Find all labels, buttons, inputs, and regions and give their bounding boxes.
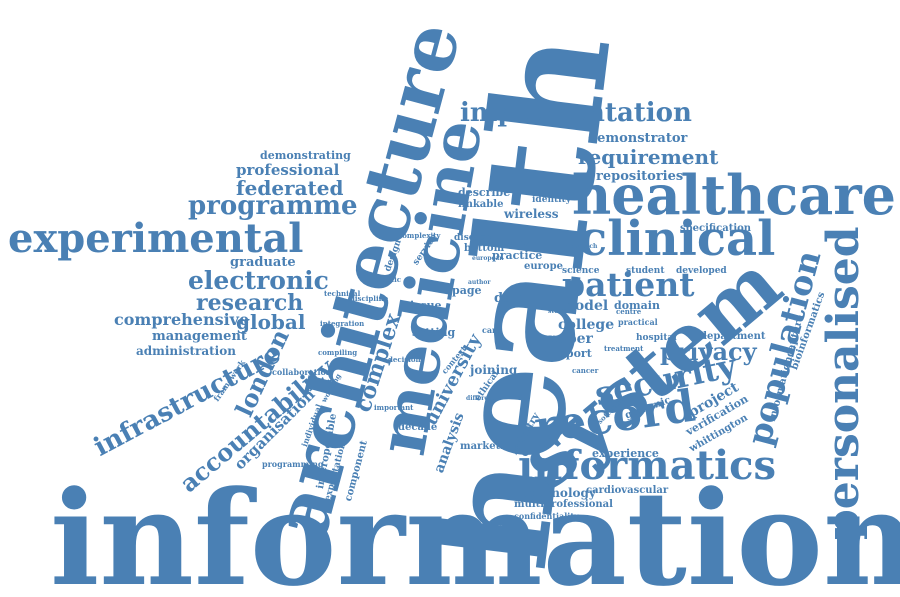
word-diversity: diversity (500, 241, 529, 247)
word-developed: developed (676, 267, 727, 276)
word-professional: professional (236, 163, 339, 178)
word-global: global (236, 312, 305, 332)
word-wireless: wireless (504, 208, 559, 220)
word-data: data (494, 292, 526, 305)
word-approach: approach (566, 244, 597, 250)
word-issue: issue (410, 300, 442, 311)
word-decision: decision (388, 356, 421, 363)
word-federated: federated (236, 178, 343, 198)
word-identity: identity (532, 196, 571, 205)
word-experience: experience (592, 448, 659, 459)
word-student: student (626, 267, 665, 276)
word-repositories: repositories (596, 170, 683, 183)
word-study: study (548, 309, 566, 315)
word-confidentiality: confidentiality (514, 512, 579, 520)
word-describe: describe (458, 187, 510, 198)
word-complexity: complexity (398, 232, 440, 239)
word-paper: paper (548, 332, 593, 346)
word-decade: decade (398, 423, 437, 433)
word-setting: setting (412, 327, 455, 338)
word-linkable: linkable (458, 200, 503, 210)
word-cancer: cancer (572, 367, 598, 374)
word-europe: europe (524, 262, 563, 272)
word-technology: technology (522, 487, 596, 499)
word-page: page (452, 285, 482, 296)
word-graduate: graduate (230, 256, 296, 269)
word-department: department (700, 332, 766, 342)
word-practical: practical (618, 318, 658, 326)
word-personalised: personalised (822, 226, 866, 540)
word-centre: centre (616, 308, 641, 315)
word-comprehensive: comprehensive (114, 312, 249, 328)
word-genetic: genetic (372, 276, 401, 283)
word-college: college (558, 318, 614, 332)
word-demonstrator: demonstrator (588, 132, 687, 145)
word-treatment: treatment (604, 345, 643, 352)
word-hospital: hospital (636, 334, 677, 343)
word-science: science (562, 267, 599, 276)
word-requirement: requirement (578, 147, 718, 167)
word-care: care (482, 326, 501, 334)
word-privacy: privacy (660, 340, 757, 364)
word-demonstrating: demonstrating (260, 150, 351, 161)
word-discipline: discipline (350, 295, 388, 302)
word-support: support (544, 348, 592, 359)
word-disease: disease (454, 234, 491, 243)
word-programming: programming (262, 460, 324, 468)
word-specification: specification (680, 224, 751, 234)
word-experimental: experimental (8, 219, 303, 259)
word-important: important (374, 404, 413, 411)
word-bottom: bottom (464, 244, 504, 254)
word-compiling: compiling (318, 349, 357, 356)
word-management: management (152, 330, 247, 343)
word-cardiovascular: cardiovascular (586, 486, 668, 496)
word-integration: integration (320, 320, 364, 327)
word-multiprofessional: multiprofessional (514, 500, 613, 510)
word-implementation: implementation (460, 100, 692, 126)
word-model: model (560, 299, 608, 313)
word-different: different (466, 396, 495, 402)
word-administration: administration (136, 345, 236, 357)
word-author: author (468, 280, 491, 286)
word-european: european (472, 256, 504, 262)
word-collaboration: collaboration (272, 368, 332, 376)
